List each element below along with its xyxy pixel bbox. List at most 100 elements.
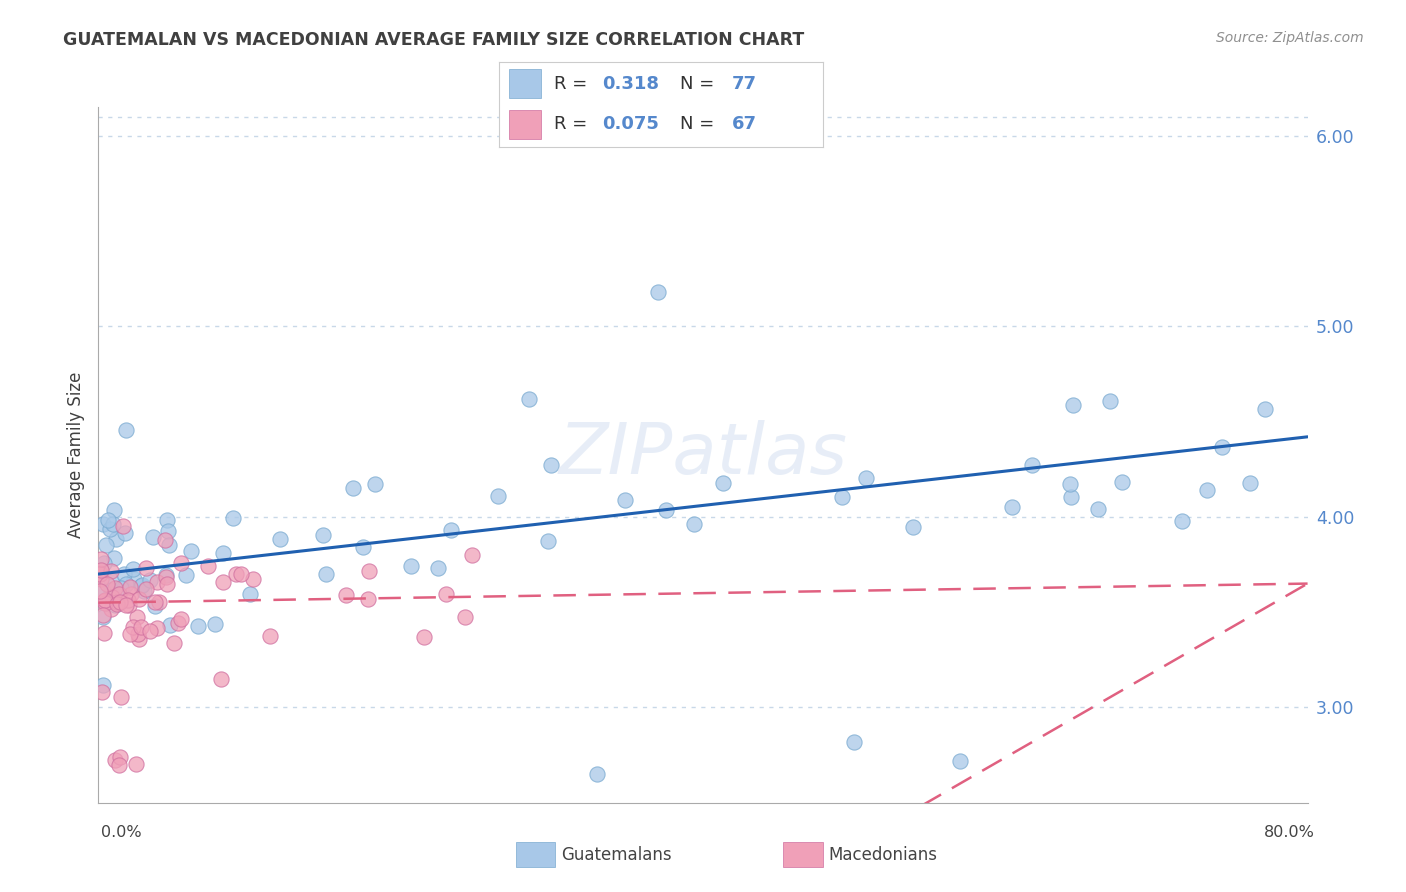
- Point: [97, 512, 120, 526]
- Point: [683, 517, 706, 532]
- Point: [486, 490, 509, 504]
- Bar: [509, 110, 541, 139]
- Point: [104, 753, 127, 767]
- Point: [540, 458, 562, 472]
- Point: [440, 523, 463, 537]
- Point: [156, 576, 179, 591]
- Point: [352, 540, 374, 554]
- Point: [98, 522, 121, 536]
- Point: [1239, 475, 1261, 490]
- Point: [155, 569, 177, 583]
- Point: [155, 568, 177, 582]
- Text: 0.0%: 0.0%: [101, 825, 142, 840]
- Point: [90, 572, 112, 586]
- Text: 77: 77: [733, 75, 756, 93]
- Point: [110, 581, 132, 595]
- Point: [229, 567, 252, 582]
- Point: [156, 513, 179, 527]
- Text: 80.0%: 80.0%: [1264, 825, 1315, 840]
- Point: [537, 534, 560, 549]
- Point: [120, 580, 142, 594]
- Point: [100, 582, 122, 597]
- Point: [453, 610, 475, 624]
- Point: [335, 588, 357, 602]
- Point: [125, 610, 148, 624]
- Point: [180, 544, 202, 558]
- Point: [170, 556, 193, 570]
- Point: [163, 635, 186, 649]
- Point: [174, 568, 197, 582]
- Point: [131, 577, 153, 591]
- Point: [100, 590, 122, 604]
- Point: [128, 592, 150, 607]
- Point: [239, 587, 262, 601]
- Text: Source: ZipAtlas.com: Source: ZipAtlas.com: [1216, 31, 1364, 45]
- Point: [1211, 440, 1233, 454]
- Point: [1111, 475, 1133, 489]
- Point: [129, 579, 152, 593]
- Point: [156, 524, 179, 538]
- Point: [586, 767, 609, 781]
- Point: [166, 615, 188, 630]
- Point: [315, 567, 337, 582]
- Point: [108, 750, 131, 764]
- Point: [110, 690, 132, 704]
- Point: [118, 598, 141, 612]
- Point: [187, 619, 209, 633]
- Point: [101, 516, 124, 531]
- Point: [128, 632, 150, 646]
- Text: Guatemalans: Guatemalans: [561, 846, 672, 863]
- Point: [222, 511, 245, 525]
- Point: [357, 592, 380, 607]
- Text: N =: N =: [681, 75, 720, 93]
- Point: [114, 526, 136, 541]
- Point: [949, 754, 972, 768]
- Point: [654, 502, 676, 516]
- Point: [209, 672, 232, 686]
- Text: N =: N =: [681, 115, 720, 133]
- Point: [436, 586, 458, 600]
- Point: [1254, 402, 1277, 417]
- Point: [93, 594, 115, 608]
- Point: [148, 595, 170, 609]
- Point: [107, 595, 129, 609]
- Point: [204, 616, 226, 631]
- Point: [357, 564, 380, 578]
- Point: [108, 594, 131, 608]
- Point: [90, 563, 112, 577]
- Point: [259, 629, 281, 643]
- Point: [155, 533, 177, 547]
- Point: [242, 572, 264, 586]
- Point: [121, 620, 143, 634]
- Point: [91, 610, 114, 624]
- Point: [170, 611, 193, 625]
- Point: [91, 584, 114, 599]
- Point: [1087, 501, 1109, 516]
- Point: [312, 528, 335, 542]
- Point: [104, 599, 127, 613]
- Point: [117, 592, 139, 607]
- Point: [105, 597, 128, 611]
- Point: [104, 581, 127, 595]
- Point: [115, 598, 138, 612]
- Point: [364, 476, 387, 491]
- Point: [212, 574, 235, 589]
- Point: [139, 624, 162, 638]
- Point: [1059, 477, 1081, 491]
- Point: [1098, 393, 1121, 408]
- Point: [100, 573, 122, 587]
- Point: [100, 564, 122, 578]
- Point: [122, 572, 145, 586]
- Point: [461, 549, 484, 563]
- Point: [517, 392, 540, 406]
- Point: [93, 556, 115, 570]
- Point: [127, 626, 149, 640]
- Point: [135, 560, 157, 574]
- Point: [108, 587, 131, 601]
- Point: [146, 621, 169, 635]
- Point: [212, 545, 235, 559]
- Point: [135, 582, 157, 597]
- Point: [225, 566, 247, 581]
- Point: [159, 618, 181, 632]
- Point: [844, 735, 866, 749]
